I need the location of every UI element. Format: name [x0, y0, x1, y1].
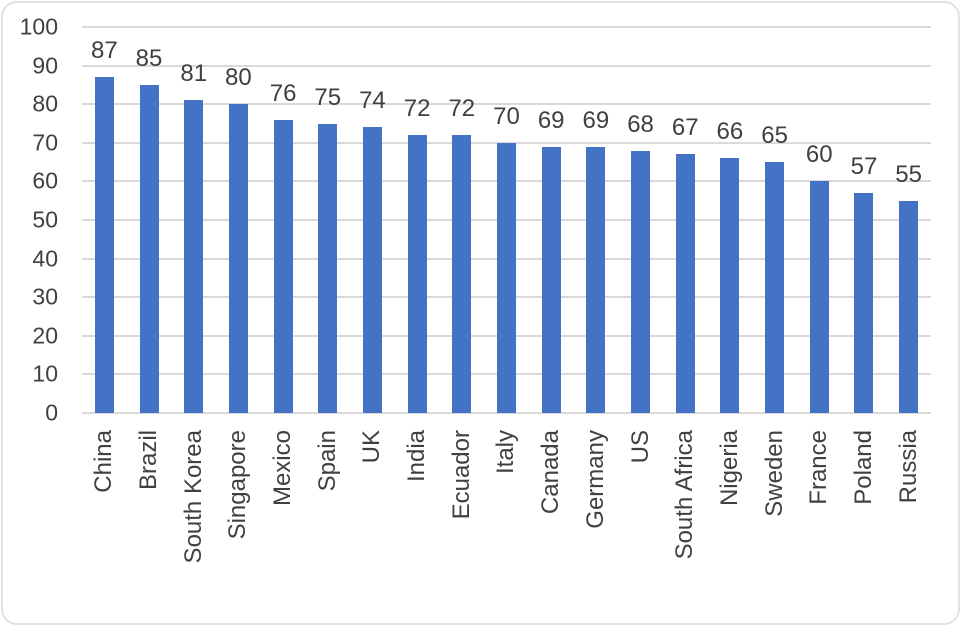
x-axis-category-label: US — [626, 430, 654, 464]
x-axis-category-label: UK — [358, 430, 386, 464]
bar-sweden — [765, 162, 785, 413]
bar-poland — [854, 192, 874, 413]
y-axis-tick-label: 40 — [32, 245, 58, 272]
x-axis-category-label: Nigeria — [715, 430, 743, 507]
x-axis-category-cell: Ecuador — [439, 430, 484, 625]
x-axis-category-label: Canada — [537, 430, 565, 515]
x-axis-category-cell: South Africa — [663, 430, 708, 625]
data-label: 57 — [850, 152, 878, 180]
x-axis-category-cell: India — [395, 430, 440, 625]
data-label: 69 — [537, 106, 565, 134]
x-axis-category-label: Ecuador — [447, 430, 475, 520]
x-axis-category-label: South Korea — [179, 430, 207, 564]
x-axis-category-cell: Spain — [305, 430, 350, 625]
x-axis-category-label: South Africa — [671, 430, 699, 560]
bar-us — [631, 150, 651, 413]
x-axis-category-cell: France — [797, 430, 842, 625]
gridline-y-80 — [82, 103, 931, 106]
data-label: 67 — [671, 114, 699, 142]
x-axis-category-cell: South Korea — [171, 430, 216, 625]
y-axis-tick-label: 0 — [45, 399, 58, 426]
x-axis-category-label: Russia — [894, 430, 922, 504]
x-axis-category-label: India — [403, 430, 431, 483]
bar-mexico — [273, 119, 293, 413]
x-axis-category-cell: Germany — [574, 430, 619, 625]
x-axis-category-label: Spain — [313, 430, 341, 492]
x-axis-category-cell: Sweden — [752, 430, 797, 625]
bar-canada — [541, 146, 561, 413]
x-axis-category-cell: Mexico — [261, 430, 306, 625]
x-axis-category-label: Germany — [581, 430, 609, 529]
x-axis-category-cell: Russia — [886, 430, 931, 625]
x-axis-category-cell: Canada — [529, 430, 574, 625]
bar-south-africa — [675, 154, 695, 413]
data-label: 81 — [180, 60, 208, 88]
gridline-y-0 — [82, 412, 931, 414]
data-label: 72 — [448, 95, 476, 123]
bar-singapore — [228, 104, 248, 413]
x-axis-category-cell: Poland — [842, 430, 887, 625]
bar-germany — [586, 146, 606, 413]
data-label: 70 — [493, 102, 520, 130]
data-label: 85 — [135, 44, 163, 72]
bar-brazil — [139, 84, 159, 413]
data-label: 75 — [314, 83, 342, 111]
bar-china — [94, 77, 114, 413]
data-label: 80 — [225, 64, 252, 92]
data-label: 60 — [805, 141, 833, 169]
y-axis-tick-label: 50 — [32, 206, 58, 233]
x-axis-category-cell: UK — [350, 430, 395, 625]
bar-italy — [497, 142, 516, 413]
x-axis-category-label: France — [805, 430, 833, 505]
y-axis-tick-label: 60 — [32, 167, 58, 194]
x-axis-category-label: Sweden — [760, 430, 788, 517]
data-label: 76 — [269, 79, 297, 107]
bar-south-korea — [184, 100, 204, 413]
data-label: 69 — [582, 106, 610, 134]
x-axis-category-label: China — [90, 430, 118, 493]
x-axis-category-cell: Italy — [484, 430, 529, 625]
bar-uk — [362, 127, 382, 413]
gridline-y-100 — [82, 26, 931, 28]
data-label: 55 — [895, 160, 923, 188]
x-axis-category-cell: Brazil — [127, 430, 172, 625]
x-axis-category-cell: Nigeria — [708, 430, 753, 625]
data-label: 66 — [716, 118, 744, 146]
x-axis-category-label: Singapore — [224, 430, 252, 540]
data-label: 74 — [359, 87, 386, 115]
data-label: 72 — [403, 95, 431, 123]
gridline-y-90 — [82, 64, 931, 67]
y-axis-tick-label: 30 — [32, 283, 58, 310]
bar-france — [809, 181, 829, 413]
bar-spain — [318, 123, 338, 413]
y-axis-tick-label: 90 — [32, 52, 58, 79]
bar-russia — [899, 200, 919, 413]
y-axis-tick-label: 70 — [32, 129, 58, 156]
y-axis-tick-label: 20 — [32, 322, 58, 349]
y-axis-tick-label: 100 — [19, 13, 58, 40]
bar-nigeria — [720, 158, 740, 413]
x-axis-category-cell: China — [82, 430, 127, 625]
data-label: 87 — [90, 37, 118, 65]
x-axis-category-label: Italy — [492, 430, 520, 475]
x-axis-category-cell: Singapore — [216, 430, 261, 625]
bar-ecuador — [452, 135, 472, 413]
data-label: 68 — [627, 110, 654, 138]
x-axis-category-label: Brazil — [135, 430, 162, 491]
x-axis-category-label: Mexico — [269, 430, 297, 507]
y-axis-tick-label: 80 — [32, 90, 58, 117]
data-label: 65 — [761, 122, 788, 150]
x-axis-category-label: Poland — [849, 430, 877, 505]
bar-india — [407, 135, 427, 413]
x-axis-category-cell: US — [618, 430, 663, 625]
y-axis-tick-label: 10 — [32, 360, 58, 387]
